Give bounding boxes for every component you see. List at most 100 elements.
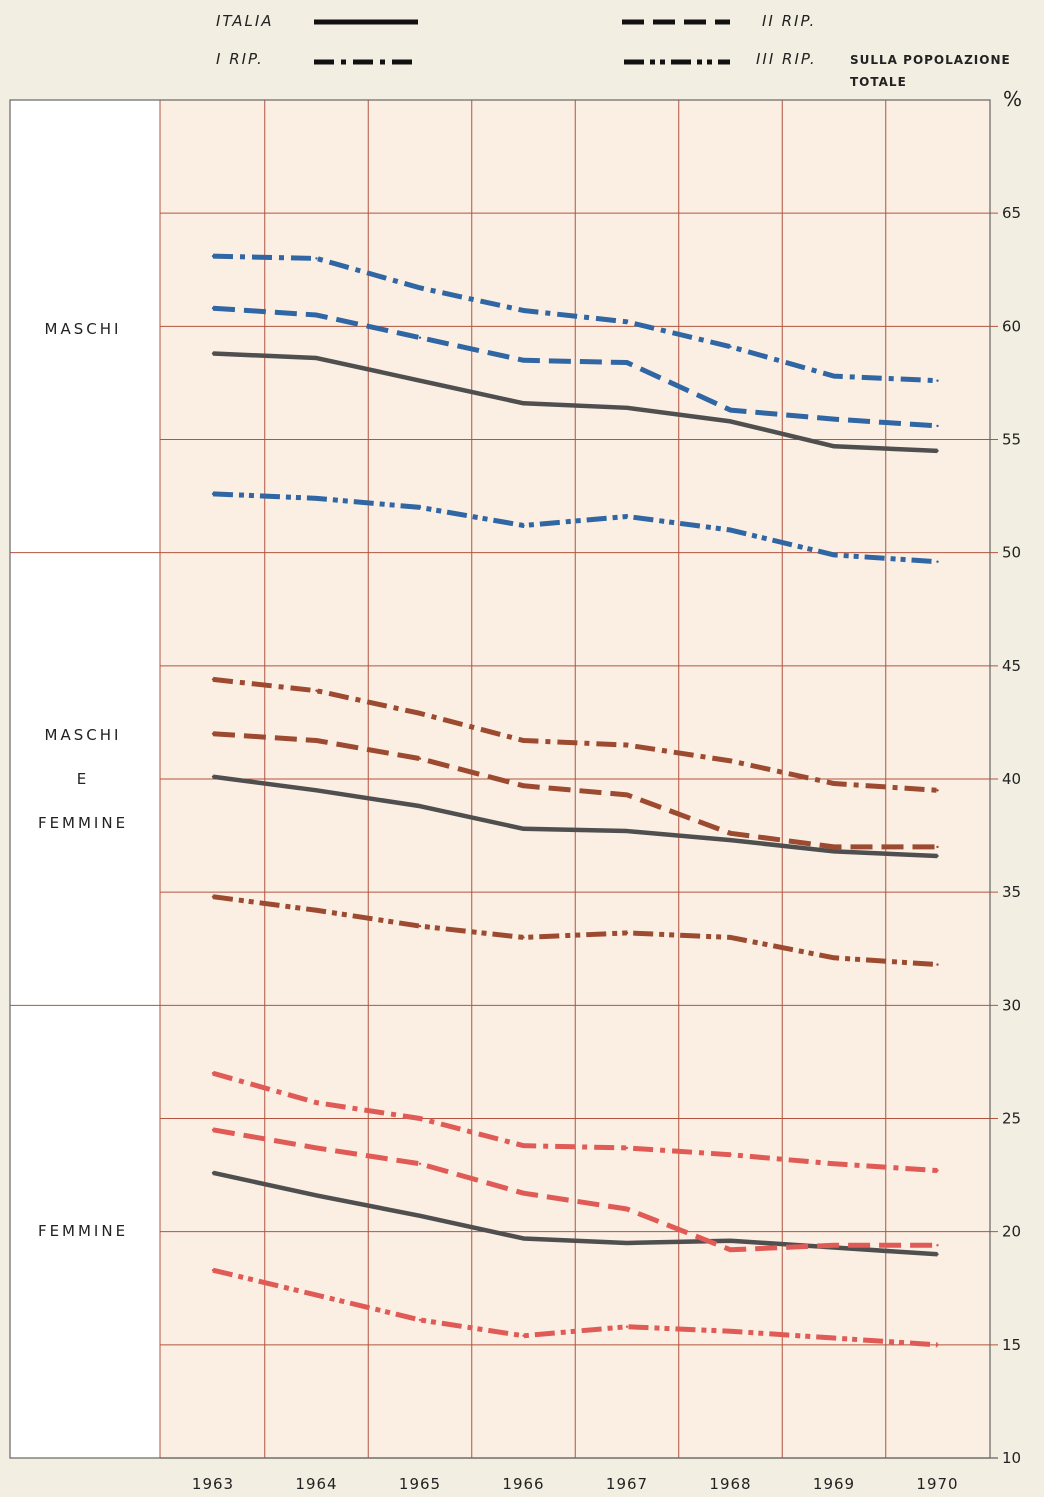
series-lines [211,253,939,1348]
group-label-2-1: MASCHI [45,726,122,744]
data-point-6-2 [315,689,318,692]
x-axis: 1963 1964 1965 1966 1967 1968 1969 1970 [192,1475,958,1493]
data-point-10-7 [832,1162,836,1165]
y-tick-label-2: 60 [1002,317,1021,335]
data-point-8-5 [625,931,629,935]
data-point-4-8 [936,560,939,563]
data-point-12-1 [211,1268,215,1272]
data-point-11-1 [211,1128,215,1132]
y-tick-label-9: 25 [1002,1110,1021,1128]
series-line-9 [212,1170,938,1257]
data-point-2-2 [315,257,318,260]
data-point-8-6 [729,936,732,939]
data-point-9-1 [211,1171,215,1175]
data-point-7-5 [625,793,629,797]
data-point-5-5 [625,829,629,833]
data-point-8-1 [211,895,215,898]
group-label-2-2: E [77,770,89,788]
series-line-10 [212,1070,938,1174]
legend-label-2: II RIP. [762,12,816,30]
data-point-5-2 [315,789,318,792]
data-point-10-6 [729,1153,732,1156]
data-point-4-6 [729,528,732,532]
data-point-7-1 [211,732,215,735]
data-point-12-5 [625,1325,629,1328]
data-point-9-4 [522,1237,525,1240]
y-tick-label-12: 10 [1002,1449,1021,1467]
data-point-11-8 [936,1244,939,1247]
y-tick-label-3: 55 [1002,431,1021,449]
y-tick-label-5: 45 [1002,657,1021,675]
data-point-1-3 [418,379,422,382]
data-point-7-8 [936,845,939,849]
data-point-6-4 [522,739,525,742]
data-point-11-7 [832,1244,836,1247]
series-line-8 [212,894,938,968]
legend-label-4: III RIP. [756,50,817,68]
data-point-12-4 [522,1334,525,1337]
note-line-2: TOTALE [850,75,907,89]
data-point-7-2 [315,739,318,742]
x-tick-label-8: 1970 [916,1475,958,1493]
data-point-10-1 [211,1072,215,1075]
data-point-4-5 [625,515,629,518]
data-point-7-3 [418,757,422,760]
data-point-2-3 [418,286,422,290]
data-point-1-7 [832,445,836,448]
data-point-6-7 [832,782,836,785]
data-point-11-3 [418,1162,422,1165]
data-point-3-8 [936,424,939,428]
data-point-6-5 [625,743,629,747]
data-point-5-6 [729,838,732,842]
group-labels: MASCHI MASCHI E FEMMINE FEMMINE [38,320,128,1240]
unit-label: % [1003,87,1022,111]
data-point-5-4 [522,827,525,830]
data-point-10-4 [522,1144,525,1147]
grid [9,99,998,1459]
data-point-9-8 [936,1253,939,1256]
series-line-4 [212,491,938,565]
series-line-1 [212,351,938,454]
x-tick-label-1: 1963 [192,1475,234,1493]
group-label-1-1: MASCHI [45,320,122,338]
data-point-5-8 [936,854,939,858]
note-line-1: SULLA POPOLAZIONE [850,53,1011,67]
x-tick-label-3: 1965 [399,1475,441,1493]
legend-label-1: ITALIA [216,12,274,30]
y-tick-label-10: 20 [1002,1223,1021,1241]
data-point-8-4 [522,936,525,939]
data-point-8-2 [315,909,318,912]
y-tick-label-4: 50 [1002,544,1021,562]
group-label-2-3: FEMMINE [38,814,128,832]
data-point-12-8 [936,1343,939,1347]
y-tick-label-6: 40 [1002,770,1021,788]
y-axis: 65 60 55 50 45 40 35 30 25 20 15 10 [1002,204,1021,1467]
data-point-2-6 [729,345,732,348]
data-point-2-1 [211,254,215,258]
data-point-5-7 [832,850,836,853]
data-point-10-3 [418,1117,422,1120]
x-tick-label-2: 1964 [295,1475,337,1493]
legend-label-3: I RIP. [216,50,264,68]
data-point-9-5 [625,1241,629,1245]
data-point-1-6 [729,420,732,423]
data-point-9-3 [418,1214,422,1218]
data-point-4-3 [418,506,422,509]
data-point-4-2 [315,497,318,500]
y-tick-label-11: 15 [1002,1336,1021,1354]
data-point-9-2 [315,1194,318,1197]
data-point-3-4 [522,359,525,362]
x-tick-label-5: 1967 [606,1475,648,1493]
data-point-6-8 [936,789,939,792]
data-point-12-6 [729,1330,732,1333]
series-line-2 [212,253,938,384]
data-point-10-2 [315,1101,318,1104]
data-point-9-6 [729,1239,732,1242]
data-point-3-2 [315,313,318,317]
data-point-2-8 [936,379,939,382]
data-point-2-4 [522,309,525,312]
data-point-10-5 [625,1146,629,1150]
data-point-8-7 [832,956,836,960]
data-point-11-2 [315,1146,318,1150]
